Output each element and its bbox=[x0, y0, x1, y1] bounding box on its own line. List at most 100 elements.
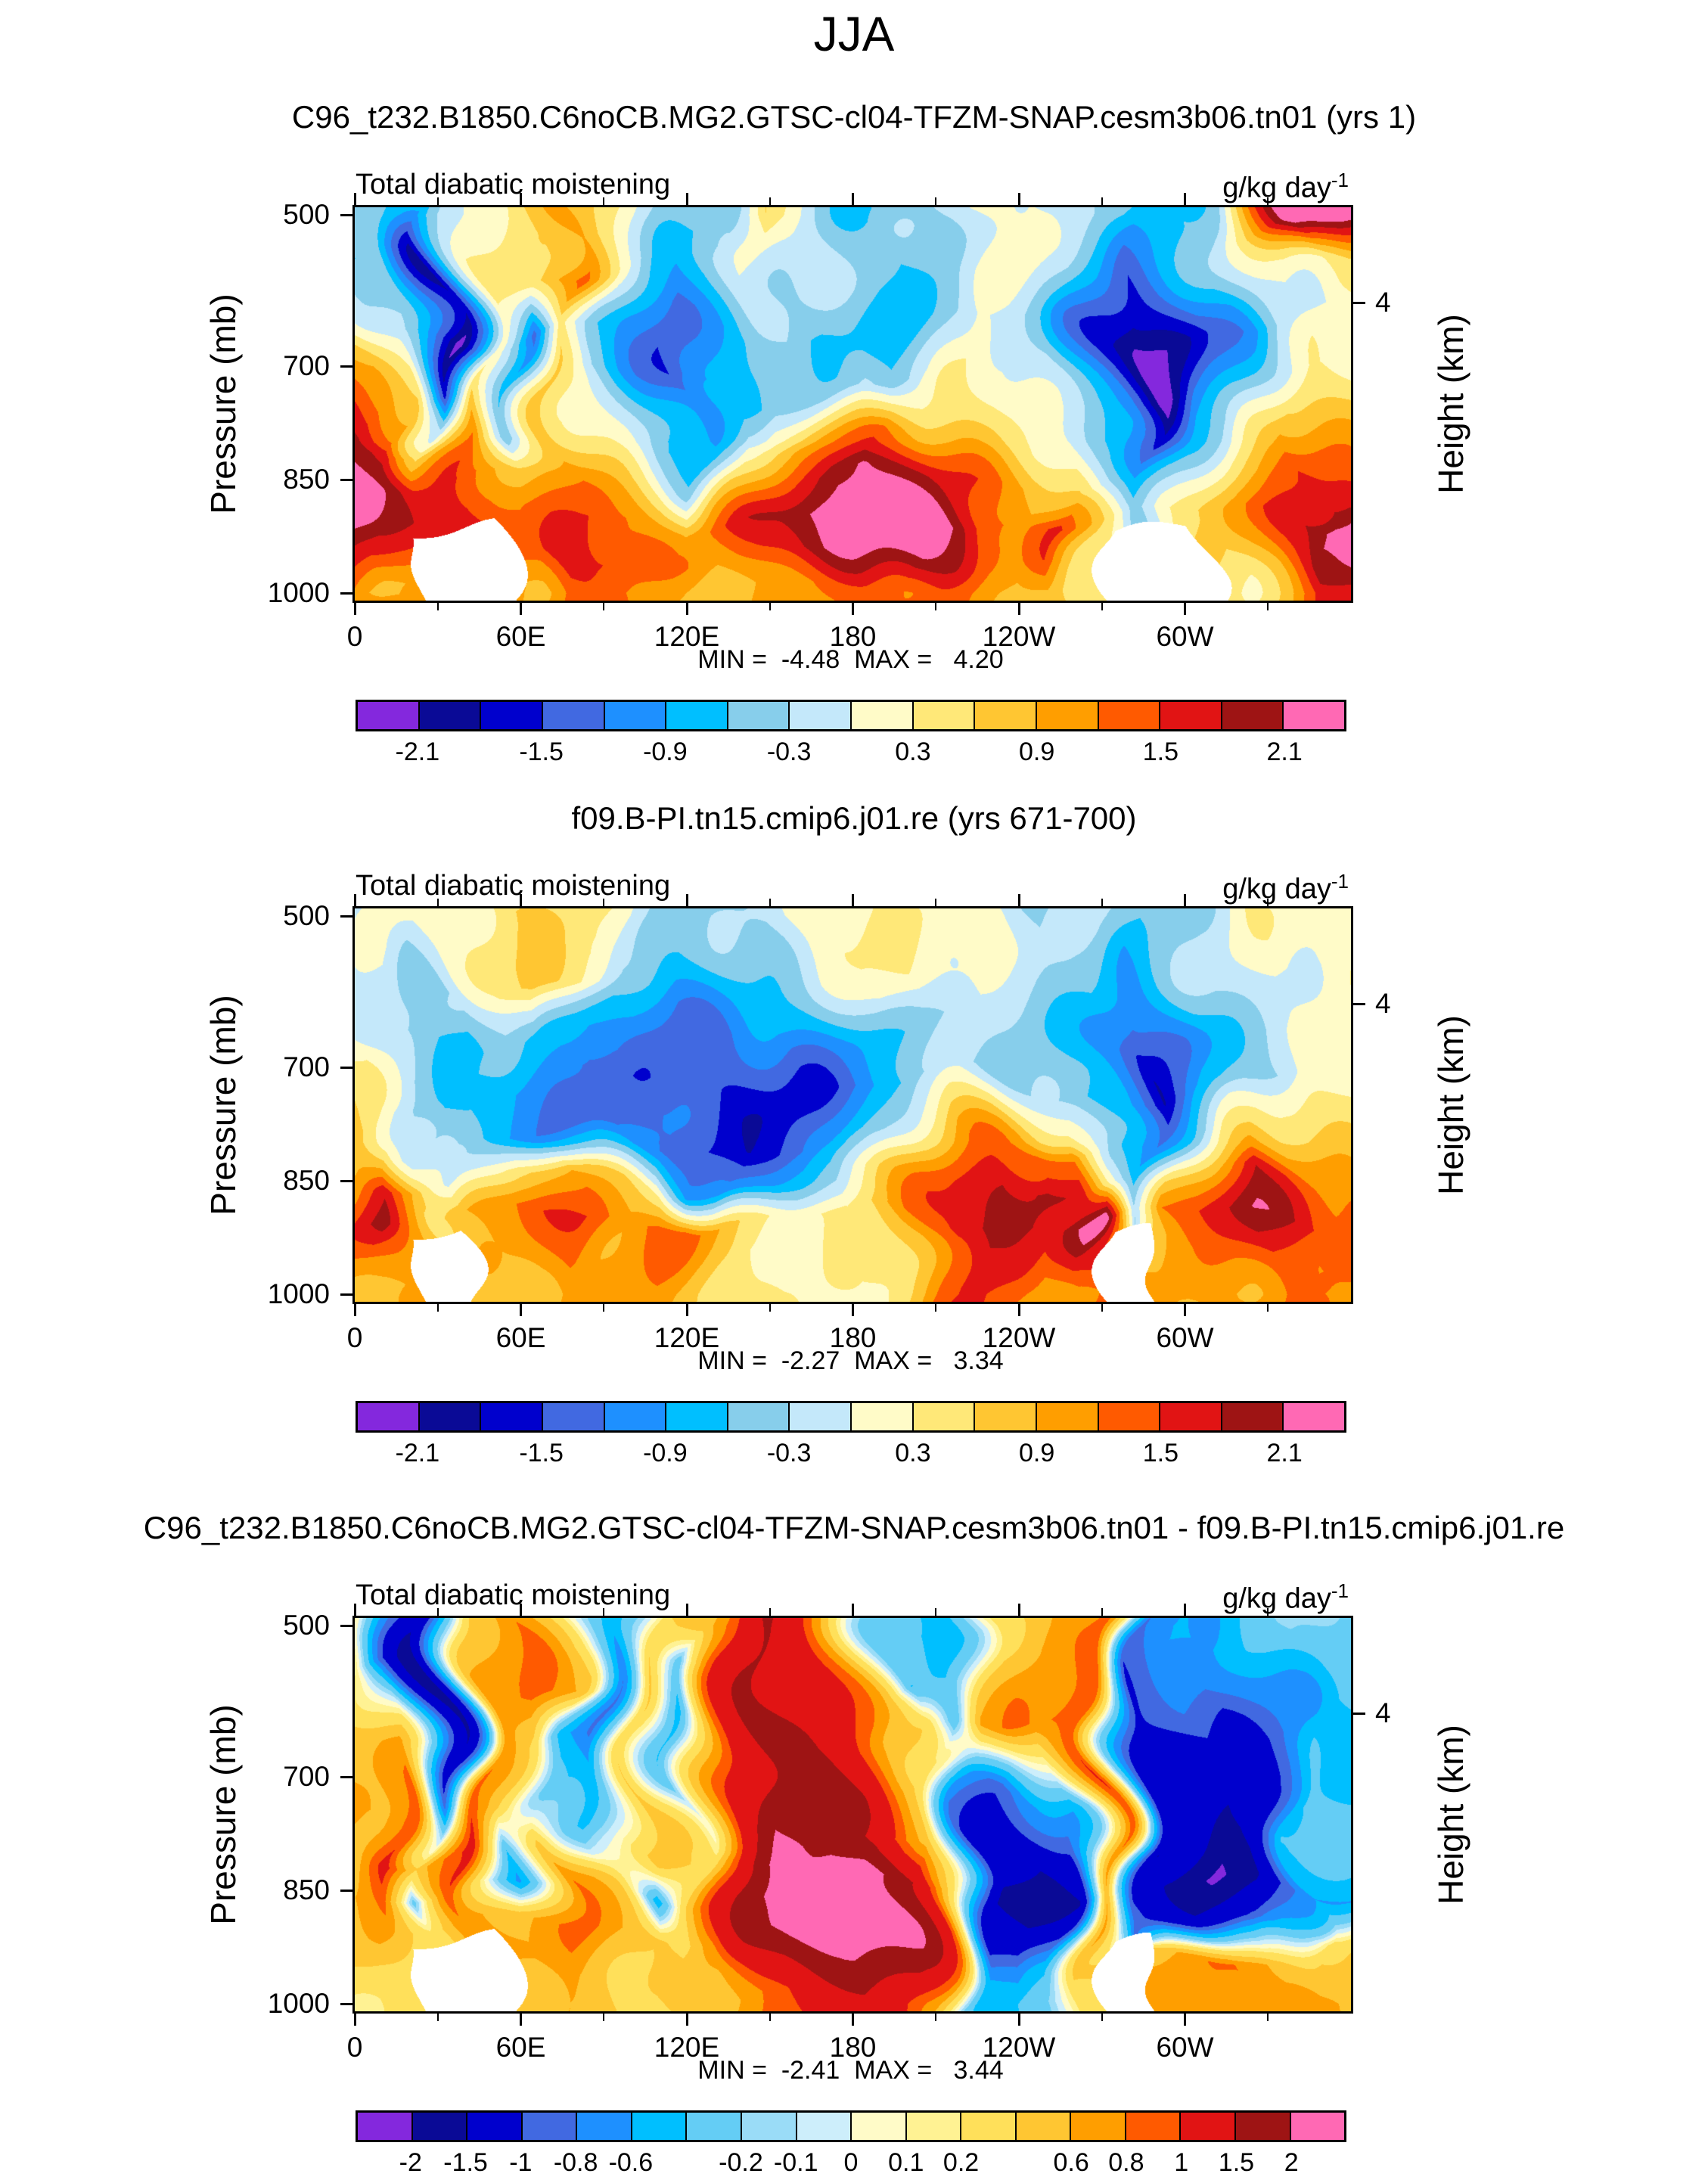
colorbar-segment bbox=[541, 1403, 604, 1430]
pressure-tick bbox=[340, 1179, 352, 1182]
colorbar-tick-label: 0 bbox=[843, 2148, 859, 2177]
colorbar-tick-label: 2.1 bbox=[1266, 738, 1303, 766]
longitude-tick bbox=[1184, 603, 1186, 615]
colorbar-tick-label: -2.1 bbox=[395, 738, 440, 766]
longitude-minor-tick bbox=[603, 603, 605, 610]
colorbar-segment bbox=[358, 2113, 411, 2140]
longitude-tick-label: 180 bbox=[829, 2032, 877, 2063]
colorbar-tick-label: 1.5 bbox=[1218, 2148, 1255, 2177]
longitude-minor-tick bbox=[436, 603, 439, 610]
longitude-tick bbox=[353, 1304, 356, 1316]
pressure-tick-label: 850 bbox=[283, 1165, 330, 1196]
longitude-tick-top bbox=[353, 1604, 356, 1616]
colorbar-tick-label: 2.1 bbox=[1266, 1439, 1303, 1467]
longitude-minor-tick bbox=[935, 2014, 937, 2021]
longitude-minor-tick-top bbox=[436, 197, 439, 205]
field-label: Total diabatic moistening bbox=[356, 870, 671, 902]
colorbar-tick-label: 0.9 bbox=[1018, 738, 1055, 766]
colorbar-tick-label: -1.5 bbox=[519, 1439, 564, 1467]
colorbar-segment bbox=[1220, 702, 1283, 729]
colorbar-segment bbox=[1289, 2113, 1345, 2140]
height-tick bbox=[1353, 1002, 1365, 1005]
longitude-minor-tick-top bbox=[769, 1608, 771, 1616]
pressure-tick-label: 500 bbox=[283, 199, 330, 230]
colorbar-segment bbox=[911, 1403, 974, 1430]
longitude-tick-label: 60E bbox=[495, 2032, 546, 2063]
longitude-minor-tick bbox=[436, 1304, 439, 1312]
longitude-minor-tick bbox=[769, 2014, 771, 2021]
colorbar-segment bbox=[1234, 2113, 1290, 2140]
height-tick bbox=[1353, 301, 1365, 304]
longitude-minor-tick-top bbox=[1101, 899, 1103, 906]
longitude-minor-tick-top bbox=[1267, 197, 1269, 205]
panel-middle: f09.B-PI.tn15.cmip6.j01.re (yrs 671-700)… bbox=[0, 800, 1708, 1481]
longitude-tick bbox=[520, 2014, 522, 2026]
longitude-minor-tick bbox=[1267, 1304, 1269, 1312]
colorbar-segment bbox=[630, 2113, 686, 2140]
plot-area bbox=[352, 906, 1353, 1304]
minmax-label: MIN = -4.48 MAX = 4.20 bbox=[697, 645, 1004, 674]
colorbar-segment bbox=[1282, 702, 1344, 729]
height-tick-label: 4 bbox=[1375, 988, 1391, 1019]
pressure-tick-label: 500 bbox=[283, 1610, 330, 1641]
longitude-tick-top bbox=[852, 894, 854, 906]
panel-title: C96_t232.B1850.C6noCB.MG2.GTSC-cl04-TFZM… bbox=[291, 99, 1417, 135]
longitude-tick-top bbox=[520, 1604, 522, 1616]
colorbar-segment bbox=[788, 1403, 850, 1430]
panel-title: C96_t232.B1850.C6noCB.MG2.GTSC-cl04-TFZM… bbox=[143, 1510, 1565, 1545]
longitude-tick bbox=[852, 2014, 854, 2026]
longitude-minor-tick-top bbox=[1101, 197, 1103, 205]
units-exponent: -1 bbox=[1331, 169, 1349, 191]
height-tick-label: 4 bbox=[1375, 1697, 1391, 1728]
contour-canvas bbox=[355, 908, 1351, 1302]
colorbar-segment bbox=[358, 702, 418, 729]
field-label: Total diabatic moistening bbox=[356, 169, 671, 200]
longitude-minor-tick bbox=[935, 1304, 937, 1312]
longitude-tick bbox=[520, 603, 522, 615]
longitude-tick-label: 120E bbox=[654, 621, 720, 652]
figure-title: JJA bbox=[813, 7, 895, 61]
colorbar-tick-label: -0.6 bbox=[608, 2148, 654, 2177]
longitude-tick-top bbox=[520, 894, 522, 906]
colorbar-segment bbox=[418, 1403, 480, 1430]
colorbar-segment bbox=[1035, 1403, 1098, 1430]
colorbar-segment bbox=[665, 1403, 727, 1430]
colorbar-tick-label: -0.8 bbox=[553, 2148, 598, 2177]
pressure-tick-label: 1000 bbox=[267, 1278, 330, 1309]
colorbar-segment bbox=[541, 702, 604, 729]
colorbar bbox=[356, 2110, 1346, 2142]
colorbar-segment bbox=[850, 702, 912, 729]
longitude-minor-tick bbox=[935, 603, 937, 610]
colorbar-segment bbox=[576, 2113, 631, 2140]
colorbar-tick-label: 0.3 bbox=[895, 1439, 931, 1467]
pressure-tick bbox=[340, 1293, 352, 1296]
colorbar-segment bbox=[1097, 1403, 1160, 1430]
colorbar-segment bbox=[740, 2113, 796, 2140]
colorbar-segment bbox=[480, 702, 542, 729]
longitude-minor-tick-top bbox=[1267, 899, 1269, 906]
longitude-tick bbox=[685, 1304, 688, 1316]
longitude-minor-tick-top bbox=[436, 1608, 439, 1616]
longitude-minor-tick bbox=[1101, 1304, 1103, 1312]
colorbar-segment bbox=[411, 2113, 467, 2140]
colorbar-segment bbox=[1179, 2113, 1234, 2140]
longitude-minor-tick bbox=[1267, 603, 1269, 610]
pressure-tick bbox=[340, 1624, 352, 1627]
colorbar-tick-label: 2 bbox=[1284, 2148, 1299, 2177]
longitude-tick-label: 60E bbox=[495, 621, 546, 652]
longitude-minor-tick bbox=[603, 2014, 605, 2021]
longitude-minor-tick bbox=[769, 603, 771, 610]
colorbar-segment bbox=[1035, 702, 1098, 729]
units-label: g/kg day-1 bbox=[352, 870, 1349, 906]
colorbar-segment bbox=[1070, 2113, 1125, 2140]
units-label: g/kg day-1 bbox=[352, 169, 1349, 205]
colorbar-segment bbox=[603, 1403, 666, 1430]
pressure-tick-label: 500 bbox=[283, 900, 330, 931]
pressure-tick bbox=[340, 1066, 352, 1069]
longitude-tick-label: 0 bbox=[346, 2032, 363, 2063]
longitude-tick-label: 120W bbox=[982, 1322, 1056, 1353]
colorbar-tick-label: 1.5 bbox=[1142, 738, 1179, 766]
longitude-tick-label: 120W bbox=[982, 621, 1056, 652]
longitude-tick bbox=[520, 1304, 522, 1316]
longitude-tick bbox=[1184, 2014, 1186, 2026]
